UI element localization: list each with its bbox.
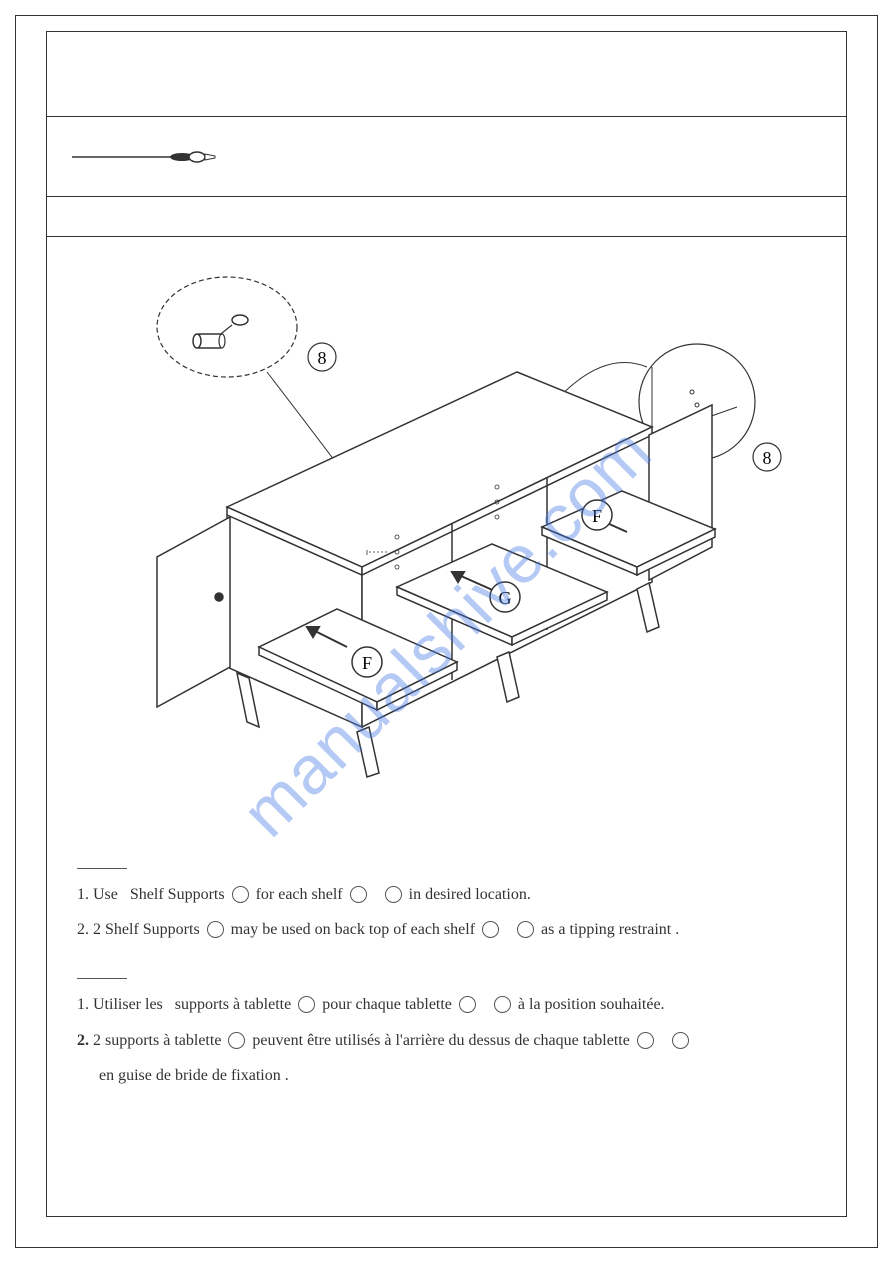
inner-frame: 8 8 [46,31,847,1217]
shelf-label-f2: F [592,506,602,526]
fr-line1-text1: supports à tablette [175,987,291,1022]
furniture-diagram: 8 8 [97,257,797,817]
instructions-block: 1. Use Shelf Supports for each shelf in … [47,855,846,1113]
en-line2-text1: may be used on back top of each shelf [231,912,475,947]
callout-label-8a: 8 [318,348,327,368]
tool-section [47,117,846,197]
ref-circle [672,1032,689,1049]
en-line1-text2: for each shelf [256,877,343,912]
fr-line-2: 2. 2 supports à tablette peuvent être ut… [77,1023,816,1058]
fr-line2-text2: en guise de bride de fixation . [99,1058,289,1093]
lang-header-fr [77,965,127,979]
en-line1-text3: in desired location. [409,877,531,912]
ref-circle [350,886,367,903]
shelf-label-f1: F [362,653,372,673]
fr-line-1: 1. Utiliser les supports à tablette pour… [77,987,816,1022]
fr-line2-prefix-bold: 2. [77,1023,89,1058]
fr-line1-text2: pour chaque tablette [322,987,452,1022]
en-line-2: 2. 2 Shelf Supports may be used on back … [77,912,816,947]
en-line1-prefix: 1. Use [77,877,118,912]
fr-line-2b: en guise de bride de fixation . [77,1058,816,1093]
fr-line1-text3: à la position souhaitée. [518,987,665,1022]
ref-circle [228,1032,245,1049]
fr-line1-prefix: 1. Utiliser les [77,987,163,1022]
header-section [47,32,846,117]
ref-circle [232,886,249,903]
lang-header-en [77,855,127,869]
ref-circle [385,886,402,903]
en-line-1: 1. Use Shelf Supports for each shelf in … [77,877,816,912]
ref-circle [494,996,511,1013]
ref-circle [637,1032,654,1049]
shelf-label-g: G [499,588,512,608]
divider-section [47,197,846,237]
diagram-section: 8 8 [47,237,846,837]
en-line1-text1: Shelf Supports [130,877,225,912]
ref-circle [207,921,224,938]
fr-line2-prefix: 2 supports à tablette [93,1023,221,1058]
ref-circle [517,921,534,938]
en-line2-text2: as a tipping restraint . [541,912,679,947]
ref-circle [459,996,476,1013]
page-outer: manualshive.com [15,15,878,1248]
callout-label-8b: 8 [763,448,772,468]
ref-circle [298,996,315,1013]
en-line2-prefix: 2. 2 Shelf Supports [77,912,200,947]
screwdriver-icon [67,142,227,172]
ref-circle [482,921,499,938]
fr-line2-text1: peuvent être utilisés à l'arrière du des… [252,1023,629,1058]
